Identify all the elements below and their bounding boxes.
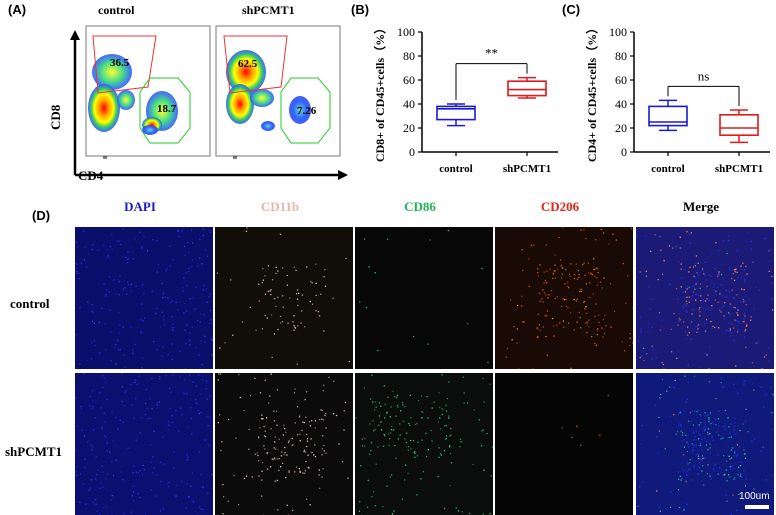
- micrograph-control-dapi: [75, 227, 213, 369]
- significance-label: ns: [698, 68, 710, 83]
- y-tick-label: 20: [403, 121, 415, 135]
- micrograph-control-cd206: [495, 227, 633, 369]
- channel-label-cd11b: CD11b: [215, 199, 345, 215]
- x-tick-label: shPCMT1: [503, 163, 551, 175]
- x-tick-label: shPCMT1: [715, 163, 763, 175]
- flow-x-axis-label: CD4: [78, 168, 104, 183]
- micrograph-shpcmt1-cd11b: [215, 373, 353, 515]
- channel-label-merge: Merge: [636, 199, 766, 215]
- gate-value-shpcmt1-lower: 7.26: [297, 105, 317, 117]
- y-tick-label: 80: [403, 49, 415, 63]
- micrograph-shpcmt1-dapi: [75, 373, 213, 515]
- y-axis-label: CD8+ of CD45+cells（%）: [372, 22, 387, 162]
- micrograph-control-cd86: [355, 227, 493, 369]
- panel-label-b: (B): [351, 2, 369, 17]
- y-axis-label: CD4+ of CD45+cells（%）: [584, 22, 599, 162]
- y-tick-label: 0: [621, 145, 627, 159]
- y-tick-label: 60: [615, 73, 627, 87]
- y-tick-label: 100: [397, 25, 415, 39]
- scale-bar-label: 100um: [739, 491, 770, 502]
- y-tick-label: 20: [615, 121, 627, 135]
- box-shPCMT1: [508, 81, 546, 95]
- scale-bar: [745, 505, 769, 509]
- row-label-shpcmt1: shPCMT1: [5, 444, 62, 460]
- y-tick-label: 80: [615, 49, 627, 63]
- y-tick-label: 40: [615, 97, 627, 111]
- x-tick-label: control: [651, 163, 684, 175]
- micrograph-control-cd11b: [215, 227, 353, 369]
- gate-value-control-upper: 36.5: [110, 57, 130, 69]
- x-tick-label: control: [439, 163, 472, 175]
- channel-label-cd86: CD86: [355, 199, 485, 215]
- flow-title-control: control: [98, 3, 135, 17]
- micrograph-shpcmt1-cd86: [355, 373, 493, 515]
- channel-label-cd206: CD206: [495, 199, 625, 215]
- panel-label-d: (D): [32, 208, 50, 223]
- channel-label-dapi: DAPI: [75, 199, 205, 215]
- row-label-control: control: [10, 296, 49, 312]
- y-tick-label: 0: [409, 145, 415, 159]
- micrograph-control-merge: [636, 227, 774, 369]
- box-plot-c: 0 20 40 60 80 100 CD4+ of CD45+cells（%） control…: [562, 18, 776, 188]
- panel-label-c: (C): [562, 2, 580, 17]
- micrograph-shpcmt1-cd206: [495, 373, 633, 515]
- y-tick-label: 60: [403, 73, 415, 87]
- gate-value-control-lower: 18.7: [157, 103, 177, 115]
- flow-y-axis-label: CD8: [48, 104, 63, 130]
- box-shPCMT1: [720, 115, 758, 135]
- gate-value-shpcmt1-upper: 62.5: [238, 58, 258, 70]
- flow-title-shpcmt1: shPCMT1: [242, 3, 295, 17]
- y-tick-label: 40: [403, 97, 415, 111]
- significance-label: **: [485, 46, 498, 61]
- box-plot-b: 0 20 40 60 80 100 CD8+ of CD45+cells（%） control…: [350, 18, 565, 188]
- flow-cytometry-panel: control shPCMT1 36.5 18.7 62.5 7.26 CD8 …: [0, 0, 350, 190]
- y-tick-label: 100: [609, 25, 627, 39]
